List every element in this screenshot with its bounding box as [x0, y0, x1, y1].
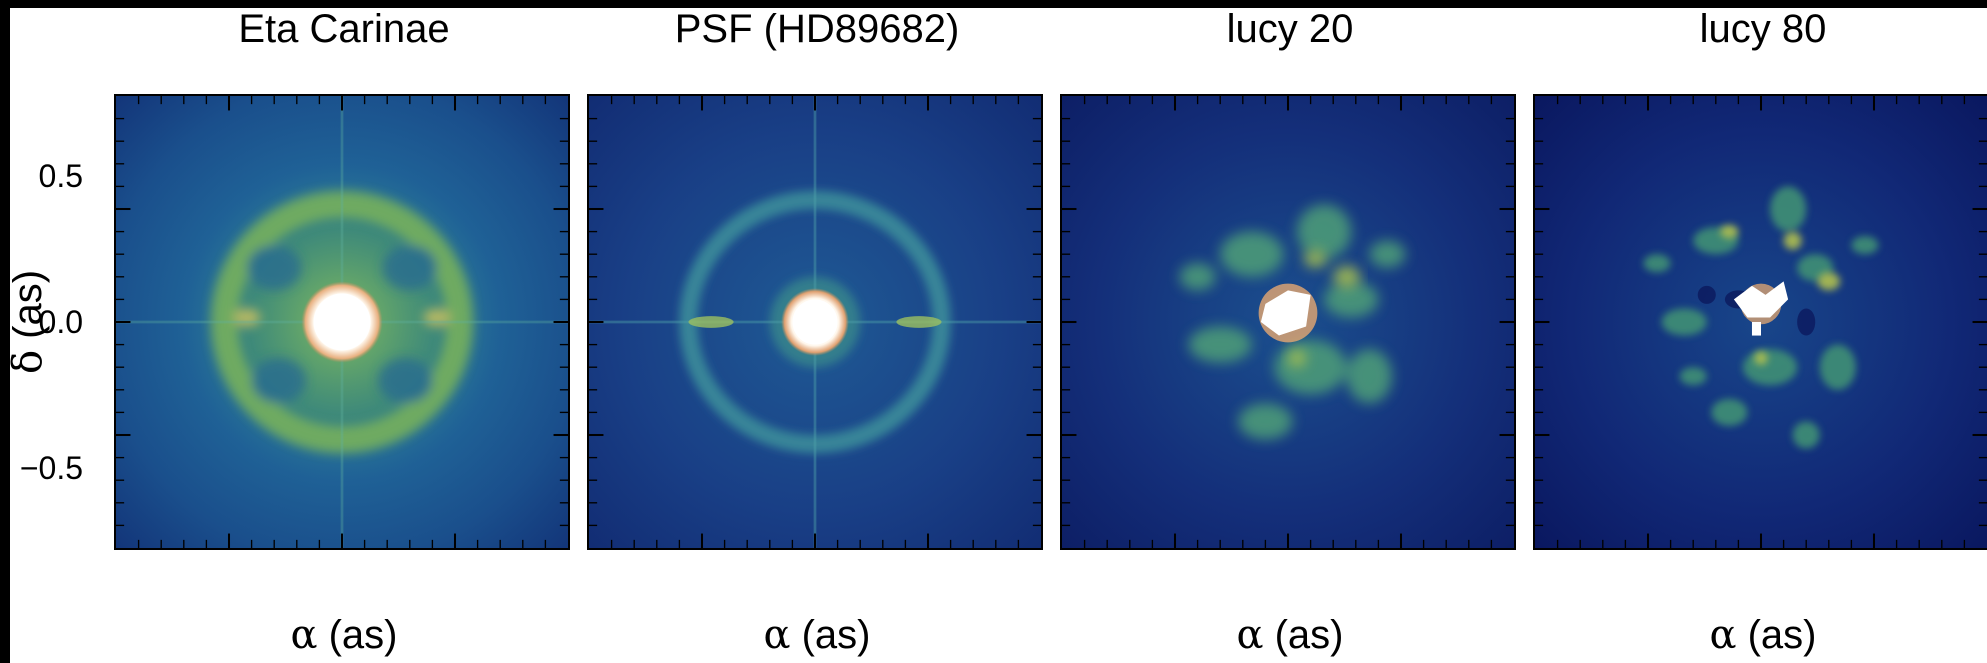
left-edge-strip: [0, 0, 10, 663]
panel-tick-marks: [1535, 96, 1987, 548]
x-axis-unit: (as): [790, 613, 871, 657]
x-axis-symbol: α: [1236, 612, 1264, 658]
x-axis-unit: (as): [1736, 613, 1817, 657]
ytick-label: 0.5: [38, 158, 83, 194]
panel-tick-marks: [116, 96, 568, 548]
panel-title-psf: PSF (HD89682): [674, 7, 960, 51]
x-axis-unit: (as): [1263, 613, 1344, 657]
eta-carinae-image: [116, 96, 568, 548]
panel-title-lucy-20: lucy 20: [1226, 7, 1354, 51]
x-axis-symbol: α: [1709, 612, 1737, 658]
x-axis-label-lucy-20: α (as): [1060, 610, 1520, 660]
x-axis-unit: (as): [317, 613, 398, 657]
ytick-label: 0.0: [38, 304, 83, 340]
image-panel-lucy-80: [1533, 94, 1987, 550]
panel-title-eta-carinae: Eta Carinae: [238, 7, 450, 51]
top-edge-strip: [0, 0, 1987, 8]
x-axis-label-eta-carinae: α (as): [114, 610, 574, 660]
image-panel-lucy-20: [1060, 94, 1516, 550]
panel-title-lucy-80: lucy 80: [1699, 7, 1827, 51]
panel-tick-marks: [589, 96, 1041, 548]
panel-tick-marks: [1062, 96, 1514, 548]
y-axis-symbol: δ: [5, 349, 51, 375]
lucy-80-image: [1535, 96, 1987, 548]
ytick-label: −0.5: [19, 450, 83, 486]
image-panel-psf: [587, 94, 1043, 550]
image-panel-eta-carinae: [114, 94, 570, 550]
x-axis-symbol: α: [290, 612, 318, 658]
x-axis-label-psf: α (as): [587, 610, 1047, 660]
psf-image: [589, 96, 1041, 548]
lucy-20-image: [1062, 96, 1514, 548]
x-axis-label-lucy-80: α (as): [1533, 610, 1987, 660]
x-axis-symbol: α: [763, 612, 791, 658]
